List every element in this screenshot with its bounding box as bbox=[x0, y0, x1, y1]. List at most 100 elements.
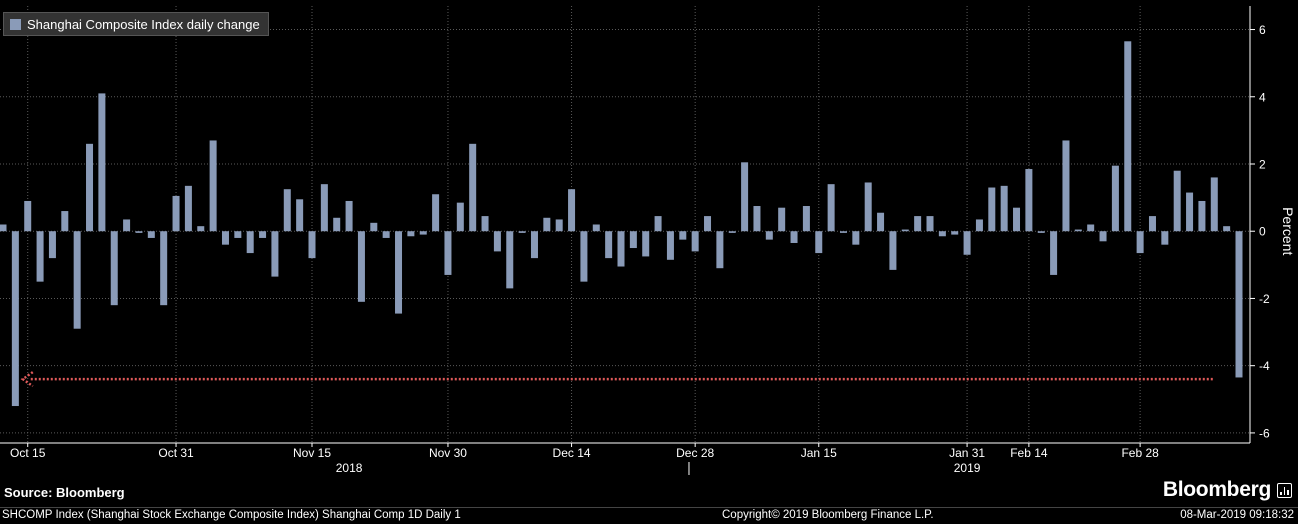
x-tick-label: Feb 14 bbox=[1010, 446, 1048, 460]
bar bbox=[333, 217, 341, 232]
bar bbox=[197, 226, 205, 232]
bar bbox=[11, 231, 19, 407]
bar bbox=[555, 219, 563, 232]
bar bbox=[296, 199, 304, 232]
bar bbox=[73, 231, 81, 329]
bar bbox=[901, 229, 909, 232]
bar bbox=[617, 231, 625, 267]
bar bbox=[110, 231, 118, 306]
bar bbox=[1013, 207, 1021, 232]
bar bbox=[357, 231, 365, 302]
y-tick-label: 4 bbox=[1259, 90, 1266, 104]
bar bbox=[234, 231, 242, 238]
bar bbox=[382, 231, 390, 238]
bar bbox=[852, 231, 860, 245]
bar bbox=[679, 231, 687, 240]
chart-area: 6 4 2 0 -2 -4 -6 Percent Oct 15 Oct 31 Nov 15 Nov 3… bbox=[0, 6, 1296, 475]
bar bbox=[419, 231, 427, 235]
bar bbox=[320, 184, 328, 232]
bar bbox=[86, 143, 94, 232]
bar bbox=[308, 231, 316, 259]
x-tick-label: Feb 28 bbox=[1121, 446, 1159, 460]
bar bbox=[951, 231, 959, 235]
bar bbox=[61, 211, 69, 232]
bar bbox=[259, 231, 267, 238]
bar bbox=[283, 189, 291, 232]
bar bbox=[1124, 41, 1132, 232]
bar bbox=[592, 224, 600, 232]
y-tick-label: -2 bbox=[1259, 292, 1270, 306]
bar bbox=[716, 231, 724, 269]
bar bbox=[938, 231, 946, 237]
bar bbox=[444, 231, 452, 275]
bar bbox=[704, 216, 712, 232]
bar bbox=[160, 231, 168, 306]
bar bbox=[530, 231, 538, 259]
bar bbox=[1000, 185, 1008, 232]
bar bbox=[48, 231, 56, 259]
bar bbox=[666, 231, 674, 260]
bar bbox=[765, 231, 773, 240]
bar bbox=[815, 231, 823, 254]
bar bbox=[123, 219, 131, 232]
annotation-arrowhead bbox=[20, 371, 34, 388]
footer-bar: SHCOMP Index (Shanghai Stock Exchange Co… bbox=[0, 507, 1298, 524]
bar bbox=[209, 140, 217, 232]
bar bbox=[246, 231, 254, 254]
bar bbox=[1111, 165, 1119, 232]
bar bbox=[98, 93, 106, 232]
bar bbox=[36, 231, 44, 282]
timestamp: 08-Mar-2019 09:18:32 bbox=[1180, 509, 1294, 521]
bar bbox=[24, 200, 32, 232]
bar bbox=[1198, 200, 1206, 232]
x-year-label: 2018 bbox=[336, 461, 363, 475]
bar bbox=[1062, 140, 1070, 232]
bar bbox=[1148, 216, 1156, 232]
bar bbox=[975, 219, 983, 232]
bar bbox=[370, 222, 378, 232]
x-tick-label: Jan 15 bbox=[801, 446, 837, 460]
x-tick-label: Jan 31 bbox=[949, 446, 985, 460]
bar bbox=[864, 182, 872, 232]
x-tick-label: Nov 30 bbox=[429, 446, 467, 460]
bar bbox=[271, 231, 279, 277]
y-tick-label: 2 bbox=[1259, 157, 1266, 171]
bar bbox=[1161, 231, 1169, 245]
x-tick-label: Dec 14 bbox=[553, 446, 591, 460]
legend-swatch bbox=[10, 18, 21, 30]
copyright-text: Copyright© 2019 Bloomberg Finance L.P. bbox=[722, 509, 934, 521]
bar bbox=[605, 231, 613, 259]
y-tick-label: -4 bbox=[1259, 359, 1270, 373]
source-label: Source: Bloomberg bbox=[4, 485, 125, 500]
bar bbox=[914, 216, 922, 232]
bar bbox=[147, 231, 155, 238]
bar bbox=[135, 231, 143, 233]
legend-label: Shanghai Composite Index daily change bbox=[27, 16, 260, 32]
bar bbox=[172, 195, 180, 232]
bar bbox=[1210, 177, 1218, 232]
chart-legend: Shanghai Composite Index daily change bbox=[3, 12, 269, 36]
bar bbox=[790, 231, 798, 243]
bar bbox=[827, 184, 835, 232]
x-tick-label: Dec 28 bbox=[676, 446, 714, 460]
bar bbox=[926, 216, 934, 232]
bar bbox=[1186, 192, 1194, 232]
bar bbox=[889, 231, 897, 270]
bar bbox=[481, 216, 489, 232]
bar bbox=[518, 231, 526, 233]
bar bbox=[654, 216, 662, 232]
bar bbox=[1136, 231, 1144, 254]
bar bbox=[1099, 231, 1107, 242]
x-year-label: 2019 bbox=[954, 461, 981, 475]
bar bbox=[1087, 224, 1095, 232]
bar bbox=[1074, 229, 1082, 232]
bar bbox=[493, 231, 501, 252]
bar bbox=[1223, 226, 1231, 232]
bar bbox=[345, 200, 353, 232]
bar bbox=[988, 187, 996, 232]
bar bbox=[1235, 231, 1243, 378]
bar bbox=[184, 185, 192, 232]
bar bbox=[839, 231, 847, 233]
x-tick-label: Nov 15 bbox=[293, 446, 331, 460]
bar bbox=[691, 231, 699, 252]
